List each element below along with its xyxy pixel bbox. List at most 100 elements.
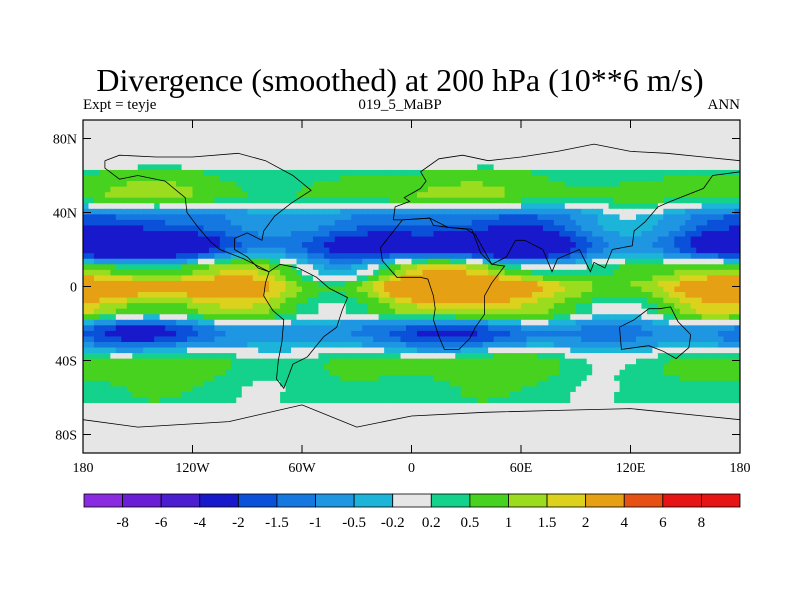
field-cell: [345, 242, 352, 249]
field-cell: [493, 319, 500, 326]
field-cell: [482, 319, 489, 326]
field-cell: [181, 253, 188, 260]
field-cell: [668, 169, 675, 177]
field-cell: [635, 314, 643, 321]
field-cell: [422, 153, 429, 160]
field-cell: [110, 131, 117, 138]
field-cell: [449, 264, 456, 271]
field-cell: [285, 253, 292, 260]
field-cell: [597, 158, 604, 165]
field-cell: [603, 286, 610, 293]
field-cell: [296, 286, 303, 293]
field-cell: [411, 208, 418, 215]
field-cell: [690, 269, 697, 276]
field-cell: [323, 303, 330, 310]
field-cell: [384, 175, 391, 182]
field-cell: [635, 186, 643, 193]
field-cell: [165, 169, 172, 177]
field-cell: [367, 303, 374, 310]
field-cell: [504, 142, 511, 149]
field-cell: [619, 225, 626, 232]
field-cell: [471, 131, 478, 138]
field-cell: [718, 219, 725, 227]
field-cell: [318, 158, 325, 165]
field-cell: [345, 186, 352, 193]
field-cell: [493, 169, 500, 177]
field-cell: [307, 231, 314, 238]
field-cell: [581, 175, 588, 182]
field-cell: [515, 275, 522, 282]
field-cell: [400, 280, 407, 288]
field-cell: [247, 208, 254, 215]
field-cell: [318, 231, 325, 238]
field-cell: [104, 297, 111, 304]
field-cell: [192, 280, 199, 288]
field-cell: [362, 219, 369, 227]
field-cell: [203, 275, 210, 282]
field-cell: [203, 258, 210, 265]
field-cell: [312, 125, 320, 132]
field-cell: [444, 214, 451, 221]
field-cell: [427, 142, 434, 149]
field-cell: [477, 258, 484, 265]
field-cell: [586, 164, 593, 171]
field-cell: [219, 292, 226, 299]
field-cell: [126, 153, 133, 160]
field-cell: [269, 297, 276, 304]
field-cell: [482, 203, 489, 210]
field-cell: [384, 136, 391, 143]
field-cell: [93, 280, 101, 288]
field-cell: [614, 236, 621, 243]
field-cell: [537, 253, 544, 260]
field-cell: [416, 247, 424, 254]
field-cell: [148, 120, 155, 127]
field-cell: [510, 325, 517, 332]
field-cell: [241, 120, 248, 127]
field-cell: [334, 330, 341, 338]
field-cell: [334, 253, 341, 260]
field-cell: [93, 181, 101, 188]
field-cell: [302, 197, 309, 204]
field-cell: [126, 297, 133, 304]
field-cell: [203, 186, 210, 193]
field-cell: [422, 131, 429, 138]
field-cell: [723, 208, 730, 215]
field-cell: [718, 303, 725, 310]
field-cell: [137, 164, 144, 171]
field-cell: [471, 164, 478, 171]
field-cell: [504, 158, 511, 165]
field-cell: [132, 297, 139, 304]
field-cell: [280, 297, 287, 304]
field-cell: [641, 253, 648, 260]
field-cell: [657, 136, 664, 143]
field-cell: [488, 319, 495, 326]
field-cell: [362, 208, 369, 215]
field-cell: [674, 142, 681, 149]
field-cell: [302, 214, 309, 221]
field-cell: [345, 336, 352, 343]
field-cell: [657, 269, 664, 276]
field-cell: [241, 181, 248, 188]
field-cell: [411, 336, 418, 343]
field-cell: [685, 125, 692, 132]
field-cell: [291, 175, 298, 182]
field-cell: [416, 181, 424, 188]
field-cell: [488, 286, 495, 293]
field-cell: [734, 319, 740, 326]
field-cell: [395, 275, 402, 282]
field-cell: [510, 231, 517, 238]
field-cell: [356, 236, 363, 243]
field-cell: [526, 164, 533, 171]
field-cell: [285, 258, 292, 265]
field-cell: [466, 303, 473, 310]
field-cell: [214, 325, 221, 332]
field-cell: [586, 158, 593, 165]
field-cell: [592, 264, 599, 271]
field-cell: [515, 158, 522, 165]
field-cell: [449, 336, 456, 343]
field-cell: [482, 153, 489, 160]
field-cell: [734, 258, 740, 265]
field-cell: [263, 164, 270, 171]
field-cell: [274, 197, 281, 204]
field-cell: [148, 125, 155, 132]
